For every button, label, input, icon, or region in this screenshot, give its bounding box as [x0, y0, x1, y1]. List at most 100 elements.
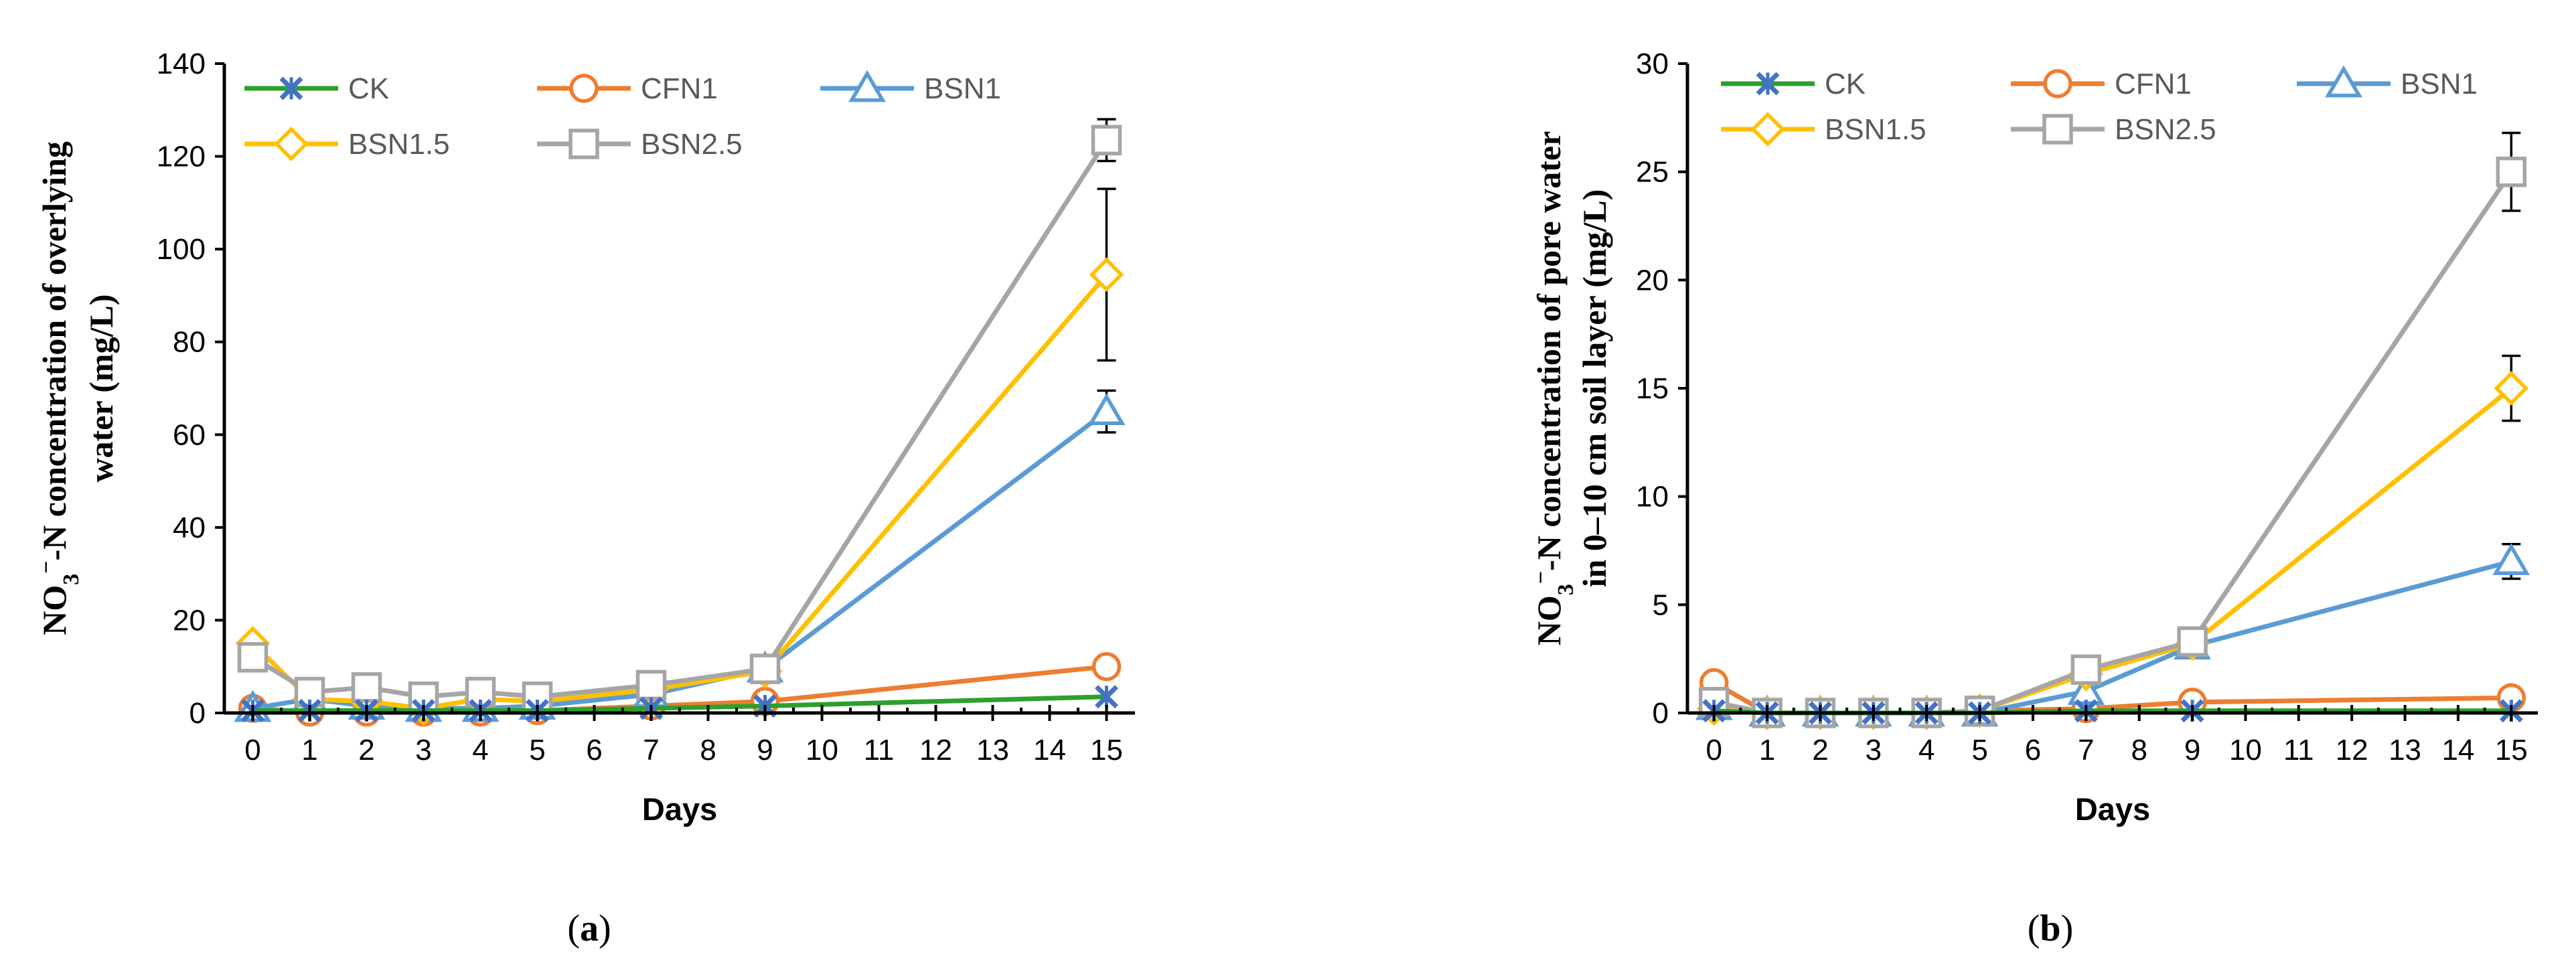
y-tick-label: 25 — [1636, 156, 1669, 189]
legend-marker — [2325, 65, 2362, 98]
y-tick-label: 0 — [1653, 697, 1669, 730]
legend-label: BSN2.5 — [641, 128, 743, 161]
x-tick-label: 9 — [2184, 734, 2200, 767]
legend-marker — [2043, 69, 2072, 98]
y-tick-label: 100 — [157, 233, 206, 266]
y-tick-label: 20 — [173, 604, 206, 637]
x-tick-label: 3 — [1866, 734, 1882, 767]
x-tick-label: 12 — [919, 734, 952, 767]
legend-item: CK — [1721, 68, 1866, 100]
x-tick-label: 1 — [301, 734, 317, 767]
y-tick-label: 120 — [157, 141, 206, 173]
y-axis-title-line2: water (mg/L) — [82, 295, 120, 483]
legend: CK CFN1 BSN1 BSN1.5 BSN2.5 — [244, 70, 1001, 161]
caption-open: ( — [567, 908, 580, 949]
legend-item: BSN1 — [820, 70, 1001, 105]
legend-label: BSN1 — [2401, 68, 2478, 100]
data-point — [351, 672, 382, 703]
panel-caption: (b) — [2028, 908, 2073, 949]
x-tick-label: 9 — [757, 734, 773, 767]
y-tick-label: 60 — [173, 418, 206, 451]
x-tick-label: 8 — [700, 734, 716, 767]
y-tick-label: 30 — [1636, 48, 1669, 80]
y-title-sup: − — [34, 560, 59, 573]
x-axis-title: Days — [642, 791, 717, 827]
y-tick-label: 140 — [157, 48, 206, 80]
legend-item: BSN1.5 — [1721, 112, 1926, 147]
x-tick-label: 14 — [1033, 734, 1066, 767]
x-axis-title: Days — [2075, 791, 2150, 827]
legend-marker — [2042, 114, 2073, 145]
panel-b: NO3−-N concentration of pore water in 0–1… — [1529, 48, 2538, 949]
data-point — [635, 669, 667, 701]
y-tick-label: 80 — [173, 326, 206, 359]
legend-label: CK — [1825, 68, 1866, 100]
y-title-rest: -N concentration of overlying — [35, 141, 73, 560]
y-tick-label: 0 — [190, 697, 206, 730]
x-tick-label: 7 — [643, 734, 659, 767]
x-tick-label: 7 — [2078, 734, 2094, 767]
x-tick-label: 15 — [1090, 734, 1123, 767]
data-point — [2496, 156, 2527, 187]
x-tick-label: 5 — [529, 734, 545, 767]
y-title-no: NO — [1530, 595, 1568, 645]
series-BSN1_5 — [235, 187, 1124, 726]
y-tick-label: 5 — [1653, 588, 1669, 621]
data-point — [2070, 654, 2102, 686]
legend-marker — [848, 70, 886, 102]
x-tick-label: 6 — [2025, 734, 2041, 767]
legend-label: BSN2.5 — [2115, 113, 2216, 146]
data-point — [1091, 125, 1122, 156]
legend-label: BSN1 — [924, 72, 1001, 105]
x-tick-label: 1 — [1759, 734, 1775, 767]
legend-item: BSN2.5 — [537, 128, 743, 161]
x-tick-label: 3 — [415, 734, 431, 767]
data-point — [2177, 626, 2208, 657]
x-tick-label: 13 — [2389, 734, 2421, 767]
data-point — [2492, 543, 2530, 576]
x-tick-label: 8 — [2131, 734, 2147, 767]
legend-item: CK — [244, 72, 389, 105]
y-title-rest: -N concentration of pore water — [1530, 131, 1568, 571]
y-axis-title-line2: in 0–10 cm soil layer (mg/L) — [1576, 189, 1613, 588]
x-tick-label: 0 — [1706, 734, 1722, 767]
legend-label: BSN1.5 — [1825, 113, 1926, 146]
x-tick-label: 15 — [2495, 734, 2528, 767]
series-line — [1713, 170, 2514, 716]
x-tick-label: 2 — [358, 734, 374, 767]
x-tick-label: 13 — [976, 734, 1009, 767]
caption-letter: b — [2040, 908, 2060, 949]
y-tick-label: 40 — [173, 511, 206, 544]
data-point — [1087, 393, 1126, 425]
series-line — [1714, 559, 2512, 716]
caption-letter: a — [580, 908, 599, 949]
plot-series — [234, 118, 1126, 727]
x-tick-label: 2 — [1812, 734, 1828, 767]
data-point — [1089, 257, 1124, 293]
y-tick-label: 20 — [1636, 264, 1669, 297]
legend-marker — [1750, 112, 1785, 147]
x-tick-label: 4 — [472, 734, 488, 767]
x-tick-label: 10 — [806, 734, 838, 767]
series-BSN1_5 — [1696, 354, 2529, 730]
y-tick-label: 15 — [1636, 372, 1669, 405]
legend: CK CFN1 BSN1 BSN1.5 BSN2.5 — [1721, 65, 2478, 147]
x-tick-label: 12 — [2336, 734, 2368, 767]
legend-item: CFN1 — [537, 72, 718, 105]
x-tick-label: 10 — [2229, 734, 2262, 767]
x-tick-label: 0 — [244, 734, 260, 767]
x-tick-label: 5 — [1971, 734, 1987, 767]
series-BSN1 — [234, 389, 1126, 722]
y-axis-title-line1: NO3−-N concentration of pore water — [1529, 131, 1578, 646]
series-line — [251, 139, 1109, 700]
legend-label: CFN1 — [2115, 68, 2192, 100]
legend-item: CFN1 — [2011, 68, 2192, 100]
legend-marker — [569, 74, 599, 103]
series-BSN2_5 — [1698, 131, 2527, 728]
y-title-sup: − — [1529, 571, 1554, 584]
legend-label: BSN1.5 — [348, 128, 450, 161]
caption-open: ( — [2028, 908, 2040, 949]
data-point — [237, 642, 269, 673]
